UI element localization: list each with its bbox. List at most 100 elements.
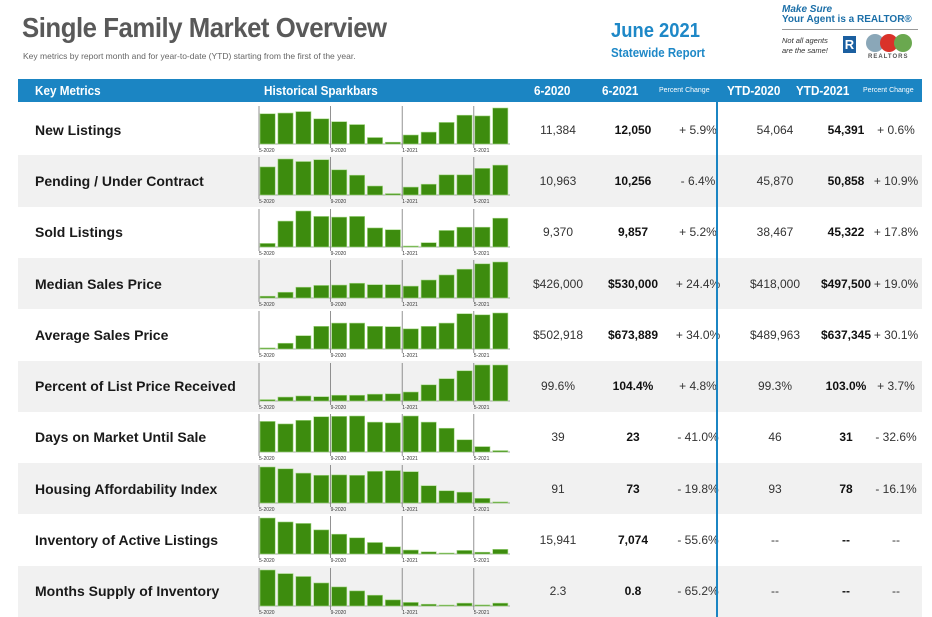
spark-tick-label: 9-2020 [331,199,347,205]
spark-bar [456,550,473,555]
spark-tick-label: 5-2020 [259,302,275,308]
sparkbar-chart: 5-2020 9-2020 1-2021 5-2021 [258,259,510,308]
value-percent-change: + 5.2% [679,225,717,240]
value-ytd-percent-change: - 32.6% [875,430,917,445]
logo-tagline-1: Make Sure [782,4,833,15]
value-percent-change: - 6.4% [680,173,716,188]
spark-bar [438,322,455,350]
spark-bar [492,450,509,453]
value-percent-change: - 65.2% [677,584,719,599]
spark-bar [402,550,419,555]
value-ytd-2020: 38,467 [756,225,794,240]
spark-tick-label: 9-2020 [331,251,347,257]
table-row: Median Sales Price $426,000 $530,000 + 24.4… [18,257,922,310]
metric-label: Housing Affordability Index [35,480,218,497]
value-ytd-2021: 54,391 [827,122,865,137]
value-6-2021: 7,074 [617,533,649,548]
value-ytd-percent-change: + 30.1% [873,327,919,342]
report-scope: Statewide Report [611,46,705,60]
spark-bar [438,490,455,504]
value-6-2020: 15,941 [539,533,577,548]
logo-note: Not all agents are the same! [782,36,828,56]
spark-bar [492,165,509,196]
spark-bar [295,523,312,555]
spark-bar [349,537,365,555]
table-row: Months Supply of Inventory 2.3 0.8 - 65.2% -… [18,565,922,617]
metric-label: Median Sales Price [35,275,162,292]
spark-tick-label: 9-2020 [331,507,347,513]
table-header: Key Metrics Historical Sparkbars 6-2020 … [18,79,922,102]
spark-bar [456,114,473,145]
spark-bar [331,586,348,606]
col-ytd-percent-change: Percent Change [863,87,914,94]
value-6-2020: 99.6% [540,379,576,394]
spark-bar [438,377,455,401]
col-6-2021: 6-2021 [602,83,639,98]
value-percent-change: - 41.0% [677,430,719,445]
spark-bar [385,141,401,145]
spark-tick-label: 1-2021 [402,353,418,359]
value-ytd-2021: 50,858 [827,173,865,188]
spark-tick-label: 5-2021 [474,302,490,308]
spark-bar [349,175,365,196]
spark-bar [420,131,437,145]
sparkbar-chart: 5-2020 9-2020 1-2021 5-2021 [258,516,510,564]
spark-tick-label: 1-2021 [402,610,418,616]
value-6-2021: 9,857 [617,225,649,240]
spark-bar [259,166,276,196]
value-ytd-percent-change: + 10.9% [873,173,919,188]
spark-bar [492,364,509,401]
table-row: Pending / Under Contract 10,963 10,256 - 6.… [18,155,922,207]
spark-bar [420,326,437,350]
spark-tick-label: 9-2020 [331,405,347,411]
logo-note-line-2: are the same! [782,46,828,55]
value-6-2021: 104.4% [612,379,654,394]
value-percent-change: - 19.8% [677,481,719,496]
spark-bar [367,137,383,145]
spark-bar [367,227,383,247]
value-ytd-percent-change: + 17.8% [873,225,919,240]
value-percent-change: + 24.4% [675,276,721,291]
spark-bar [331,169,348,196]
spark-bar [456,226,473,247]
spark-tick-label: 5-2020 [259,558,275,564]
value-ytd-2020: -- [771,584,779,599]
spark-bar [438,604,455,606]
spark-bar [420,383,437,401]
value-6-2021: 10,256 [614,173,652,188]
spark-bar [295,575,312,606]
table-row: New Listings 11,384 12,050 + 5.9% 54,064 54,3… [18,104,922,155]
spark-tick-label: 9-2020 [331,148,347,154]
page-subtitle: Key metrics by report month and for year… [23,51,356,61]
spark-bar [420,421,437,453]
spark-bar [259,113,276,145]
spark-bar [277,158,294,196]
spark-bar [259,466,276,504]
spark-tick-label: 9-2020 [331,302,347,308]
spark-bar [420,184,437,196]
spark-bar [295,472,312,504]
value-6-2020: 39 [551,430,565,445]
spark-bar [349,415,365,453]
spark-bar [313,118,330,145]
col-ytd-2020: YTD-2020 [727,83,781,98]
spark-bar [438,427,455,453]
spark-bar [331,216,348,247]
sparkbar-chart: 5-2020 9-2020 1-2021 5-2021 [258,362,510,411]
spark-bar [259,242,276,247]
spark-bar [492,217,509,247]
value-ytd-2021: 45,322 [827,225,865,240]
report-month: June 2021 [611,20,700,42]
spark-bar [420,241,437,247]
spark-bar [474,498,491,504]
value-6-2021: 0.8 [624,584,642,599]
table-row: Average Sales Price $502,918 $673,889 + 34.… [18,309,922,360]
spark-tick-label: 5-2021 [474,199,490,205]
spark-bar [331,322,348,350]
spark-bar [402,285,419,299]
logo-org-word: REALTORS [868,54,909,60]
spark-bar [295,111,312,145]
spark-tick-label: 5-2020 [259,353,275,359]
spark-bar [367,284,383,299]
spark-bar [456,439,473,453]
